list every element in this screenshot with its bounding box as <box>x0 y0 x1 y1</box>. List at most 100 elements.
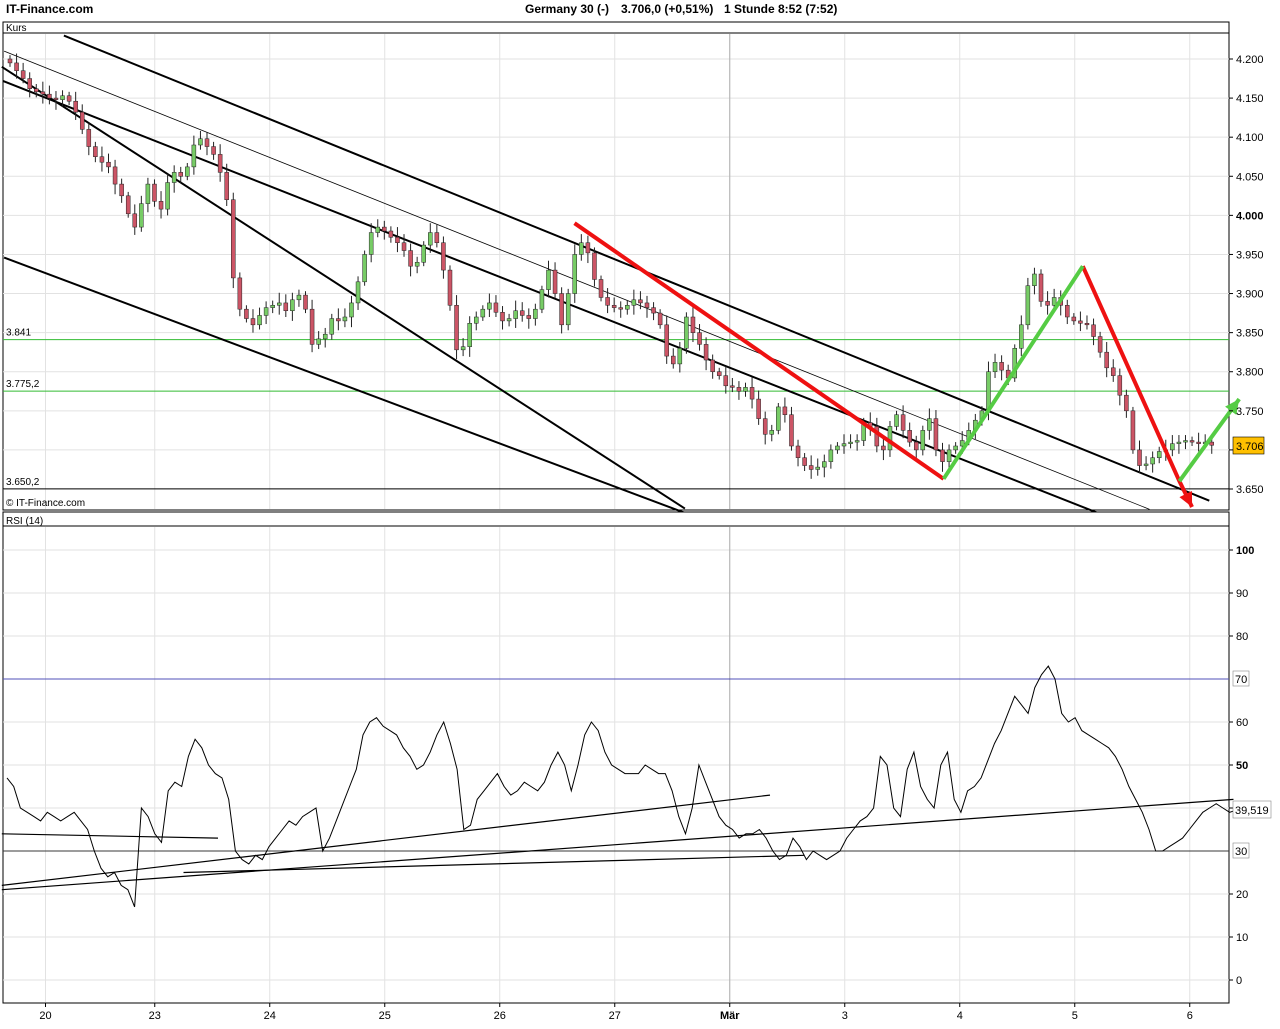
down-candle <box>1209 441 1214 446</box>
down-candle <box>500 312 505 322</box>
down-candle <box>224 172 229 200</box>
rsi-level-label: 30 <box>1235 846 1247 858</box>
down-candle <box>408 250 413 267</box>
down-candle <box>493 302 499 313</box>
down-candle <box>1117 375 1123 396</box>
down-candle <box>99 156 105 163</box>
down-candle <box>1038 273 1044 302</box>
up-candle <box>421 244 426 263</box>
down-candle <box>644 302 650 308</box>
level-label: 3.775,2 <box>6 379 40 390</box>
rsi-level-badge <box>1232 842 1250 859</box>
down-candle <box>1084 323 1090 326</box>
price-y-tick-label: 3.950 <box>1236 249 1264 261</box>
up-candle <box>329 318 335 335</box>
up-candle <box>506 318 512 322</box>
quote-value: 3.706,0 (+0,51%) <box>621 2 713 16</box>
up-candle <box>815 466 820 470</box>
up-candle <box>841 443 847 447</box>
down-candle <box>598 279 604 298</box>
price-y-tick-label: 4.050 <box>1236 171 1264 183</box>
up-candle <box>171 172 177 183</box>
up-candle <box>1156 451 1162 458</box>
down-candle <box>690 316 696 333</box>
down-candle <box>217 154 223 173</box>
down-candle <box>14 62 19 71</box>
up-candle <box>257 315 262 326</box>
up-candle <box>414 262 420 267</box>
down-candle <box>1130 410 1136 451</box>
price-y-tick-label: 4.000 <box>1236 210 1264 222</box>
down-candle <box>1097 336 1103 353</box>
up-candle <box>539 289 545 310</box>
level-label: 3.841 <box>6 328 31 339</box>
down-candle <box>730 385 735 388</box>
down-candle <box>34 88 39 93</box>
x-tick-label: 6 <box>1187 1010 1193 1022</box>
down-candle <box>158 201 164 210</box>
rsi-trend-line <box>1 798 1234 891</box>
up-candle <box>1176 441 1182 444</box>
up-candle <box>60 95 65 100</box>
rsi-y-tick-label: 20 <box>1236 889 1248 901</box>
down-candle <box>441 242 446 271</box>
up-candle <box>139 203 144 228</box>
down-candle <box>401 242 407 251</box>
up-candle <box>625 305 630 310</box>
level-label: 3.650,2 <box>6 477 40 488</box>
down-candle <box>132 213 138 228</box>
up-candle <box>992 362 998 372</box>
up-candle <box>342 316 348 322</box>
up-candle <box>263 307 269 316</box>
down-candle <box>178 172 183 177</box>
up-candle <box>185 166 190 177</box>
x-tick-label: 24 <box>264 1010 276 1022</box>
up-candle <box>290 299 295 311</box>
down-candle <box>703 344 709 361</box>
up-candle <box>631 299 637 306</box>
up-candle <box>565 293 571 326</box>
up-candle <box>946 449 952 462</box>
down-candle <box>749 387 755 400</box>
down-candle <box>907 430 912 443</box>
up-candle <box>579 242 584 255</box>
down-candle <box>940 449 945 462</box>
x-tick-label: 26 <box>494 1010 506 1022</box>
down-candle <box>447 269 453 306</box>
down-candle <box>1078 320 1083 324</box>
down-candle <box>152 183 157 202</box>
up-candle <box>1032 273 1037 286</box>
down-candle <box>651 307 656 314</box>
down-candle <box>605 297 610 306</box>
down-candle <box>244 308 249 319</box>
price-trend-arrows <box>573 221 1241 508</box>
down-candle <box>559 293 564 326</box>
up-candle <box>316 338 321 345</box>
up-candle <box>677 348 683 365</box>
down-candle <box>789 414 794 447</box>
rsi-y-ticks: 010204050608090100 <box>1229 545 1254 987</box>
down-candle <box>20 70 26 79</box>
rsi-level-label: 70 <box>1235 674 1247 686</box>
down-candle <box>1124 394 1129 412</box>
down-candle <box>388 230 394 238</box>
down-candle <box>762 418 768 435</box>
down-candle <box>697 332 702 345</box>
rsi-y-tick-label: 10 <box>1236 932 1248 944</box>
down-candle <box>999 362 1004 371</box>
down-candle <box>454 305 459 351</box>
up-candle <box>480 308 486 318</box>
down-candle <box>93 146 98 157</box>
down-candle <box>1137 449 1142 466</box>
down-candle <box>795 445 801 458</box>
down-candle <box>592 252 597 280</box>
up-candle <box>513 310 518 319</box>
up-candle <box>296 294 302 301</box>
price-y-tick-label: 4.150 <box>1236 93 1264 105</box>
down-candle <box>73 100 78 113</box>
rsi-trend-line <box>1 833 219 839</box>
down-candle <box>900 414 906 431</box>
down-candle <box>309 308 315 345</box>
up-candle <box>848 441 853 444</box>
green-trend-arrow <box>941 265 1085 480</box>
